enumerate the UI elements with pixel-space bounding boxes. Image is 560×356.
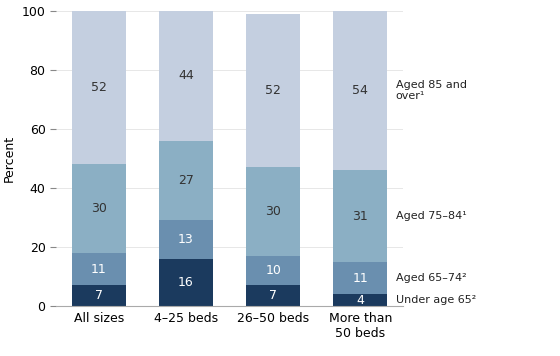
Text: 52: 52 — [265, 84, 281, 97]
Text: 30: 30 — [265, 205, 281, 218]
Text: 30: 30 — [91, 202, 107, 215]
Bar — [333, 294, 388, 306]
Text: 27: 27 — [178, 174, 194, 187]
Text: 10: 10 — [265, 264, 281, 277]
Text: 52: 52 — [91, 81, 107, 94]
Bar — [72, 164, 126, 253]
Bar — [72, 253, 126, 286]
Bar — [246, 256, 300, 286]
Text: 16: 16 — [178, 276, 194, 289]
Text: Under age 65²: Under age 65² — [396, 295, 476, 305]
Text: Aged 65–74²: Aged 65–74² — [396, 273, 466, 283]
Bar — [159, 220, 213, 259]
Bar — [159, 141, 213, 220]
Text: 31: 31 — [352, 210, 368, 222]
Bar — [333, 262, 388, 294]
Bar — [159, 259, 213, 306]
Text: 44: 44 — [178, 69, 194, 82]
Bar — [333, 170, 388, 262]
Bar — [246, 14, 300, 167]
Text: 11: 11 — [91, 263, 107, 276]
Text: Aged 75–84¹: Aged 75–84¹ — [396, 211, 466, 221]
Text: 13: 13 — [178, 233, 194, 246]
Bar — [159, 11, 213, 141]
Text: Aged 85 and
over¹: Aged 85 and over¹ — [396, 80, 466, 101]
Bar — [333, 11, 388, 170]
Text: 7: 7 — [95, 289, 103, 302]
Text: 54: 54 — [352, 84, 368, 97]
Text: 7: 7 — [269, 289, 277, 302]
Bar — [72, 286, 126, 306]
Text: 11: 11 — [352, 272, 368, 284]
Bar — [246, 167, 300, 256]
Bar — [246, 286, 300, 306]
Bar — [72, 11, 126, 164]
Text: 4: 4 — [357, 294, 365, 307]
Y-axis label: Percent: Percent — [3, 135, 16, 182]
